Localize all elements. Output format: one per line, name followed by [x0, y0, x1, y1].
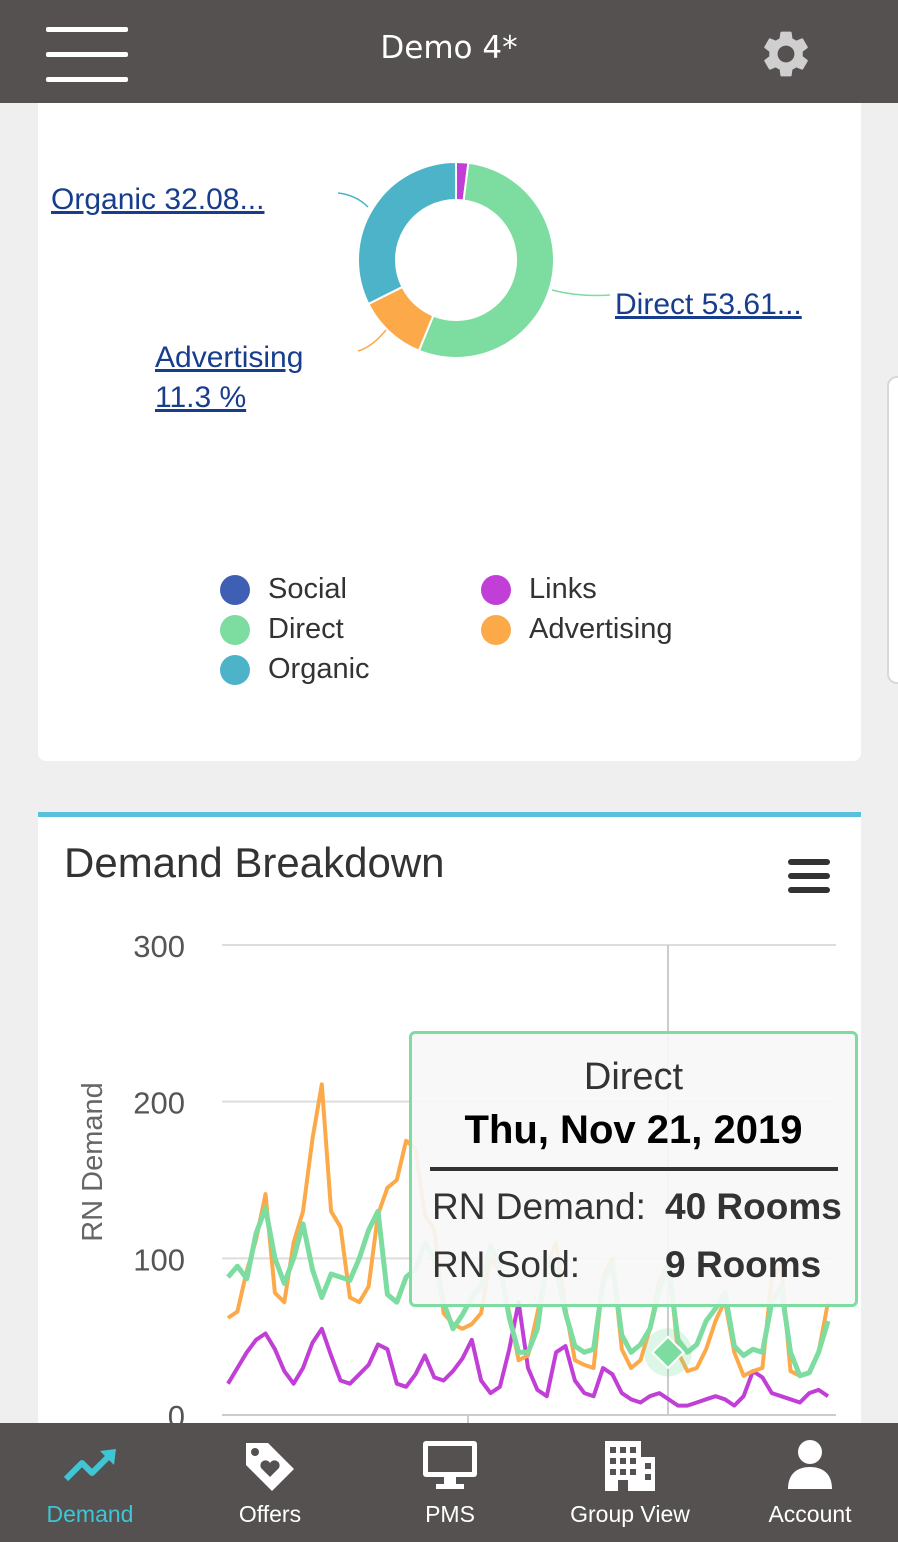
- tooltip-date: Thu, Nov 21, 2019: [464, 1108, 803, 1152]
- y-tick-label: 100: [133, 1242, 185, 1277]
- legend-dot-advertising: [481, 614, 511, 645]
- gear-icon[interactable]: [758, 26, 814, 82]
- legend-item-direct[interactable]: Direct: [220, 613, 344, 646]
- series-line-direct[interactable]: [226, 1205, 831, 1379]
- tooltip-sold-label: RN Sold:: [432, 1244, 581, 1285]
- nav-offers[interactable]: Offers: [180, 1423, 360, 1542]
- pie-label-advertising-name: Advertising: [155, 341, 304, 374]
- legend-item-links[interactable]: Links: [481, 573, 597, 606]
- hover-marker[interactable]: [651, 1335, 685, 1370]
- y-tick-label: 300: [133, 929, 185, 964]
- tooltip-demand-value: 40 Rooms: [665, 1186, 842, 1227]
- channel-donut-chart: [337, 160, 611, 359]
- channel-share-card: Organic 32.08... Direct 53.61... Adverti…: [38, 103, 861, 761]
- legend-dot-direct: [220, 614, 250, 645]
- tooltip-demand-label: RN Demand:: [432, 1186, 646, 1227]
- person-icon: [788, 1440, 832, 1489]
- nav-account[interactable]: Account: [720, 1423, 898, 1542]
- donut-slice-direct[interactable]: [417, 161, 555, 359]
- nav-label-offers: Offers: [238, 1501, 302, 1527]
- y-axis-label: RN Demand: [77, 1082, 109, 1242]
- legend-item-advertising[interactable]: Advertising: [481, 613, 672, 646]
- connector-organic: [337, 192, 369, 208]
- tooltip-divider: [430, 1167, 838, 1171]
- legend-dot-social: [220, 574, 250, 605]
- pie-label-organic[interactable]: Organic 32.08...: [51, 183, 265, 216]
- tooltip-series-name: Direct: [583, 1056, 684, 1098]
- donut-slice-organic[interactable]: [357, 160, 457, 306]
- connector-advertising: [357, 329, 387, 352]
- tooltip-sold-value: 9 Rooms: [665, 1244, 822, 1285]
- pie-label-advertising[interactable]: Advertising 11.3 %: [155, 338, 303, 418]
- chart-menu-icon[interactable]: [788, 859, 830, 893]
- nav-label-pms: PMS: [425, 1501, 475, 1527]
- pie-label-direct[interactable]: Direct 53.61...: [615, 288, 802, 321]
- legend-label: Direct: [268, 613, 344, 645]
- side-drawer-handle[interactable]: [887, 376, 898, 684]
- trending-up-icon: [63, 1449, 116, 1482]
- nav-label-account: Account: [768, 1501, 852, 1527]
- y-tick-label: 200: [133, 1086, 185, 1121]
- pie-label-advertising-value: 11.3 %: [155, 381, 247, 414]
- chart-tooltip: Direct Thu, Nov 21, 2019 RN Demand: 40 R…: [409, 1031, 858, 1307]
- nav-label-group-view: Group View: [570, 1501, 690, 1527]
- bottom-nav: Demand Offers PMS: [0, 1423, 898, 1542]
- nav-group-view[interactable]: Group View: [540, 1423, 720, 1542]
- legend-label: Links: [529, 573, 597, 605]
- nav-pms[interactable]: PMS: [360, 1423, 540, 1542]
- top-bar: Demo 4*: [0, 0, 898, 103]
- monitor-icon: [423, 1441, 477, 1489]
- legend-dot-organic: [220, 654, 250, 685]
- nav-demand[interactable]: Demand: [0, 1423, 180, 1542]
- page-title: Demo 4*: [380, 30, 518, 66]
- chart-title: Demand Breakdown: [64, 839, 445, 886]
- tag-heart-icon: [246, 1443, 294, 1491]
- nav-label-demand: Demand: [46, 1501, 134, 1527]
- building-icon: [605, 1441, 655, 1491]
- legend-item-social[interactable]: Social: [220, 573, 347, 606]
- legend-dot-links: [481, 574, 511, 605]
- legend-label: Advertising: [529, 613, 673, 645]
- series-line-links[interactable]: [226, 1300, 830, 1408]
- legend-label: Social: [268, 573, 347, 605]
- legend-item-organic[interactable]: Organic: [220, 653, 370, 686]
- legend-label: Organic: [268, 653, 370, 685]
- hamburger-menu-icon[interactable]: [46, 27, 128, 83]
- connector-direct: [551, 289, 611, 297]
